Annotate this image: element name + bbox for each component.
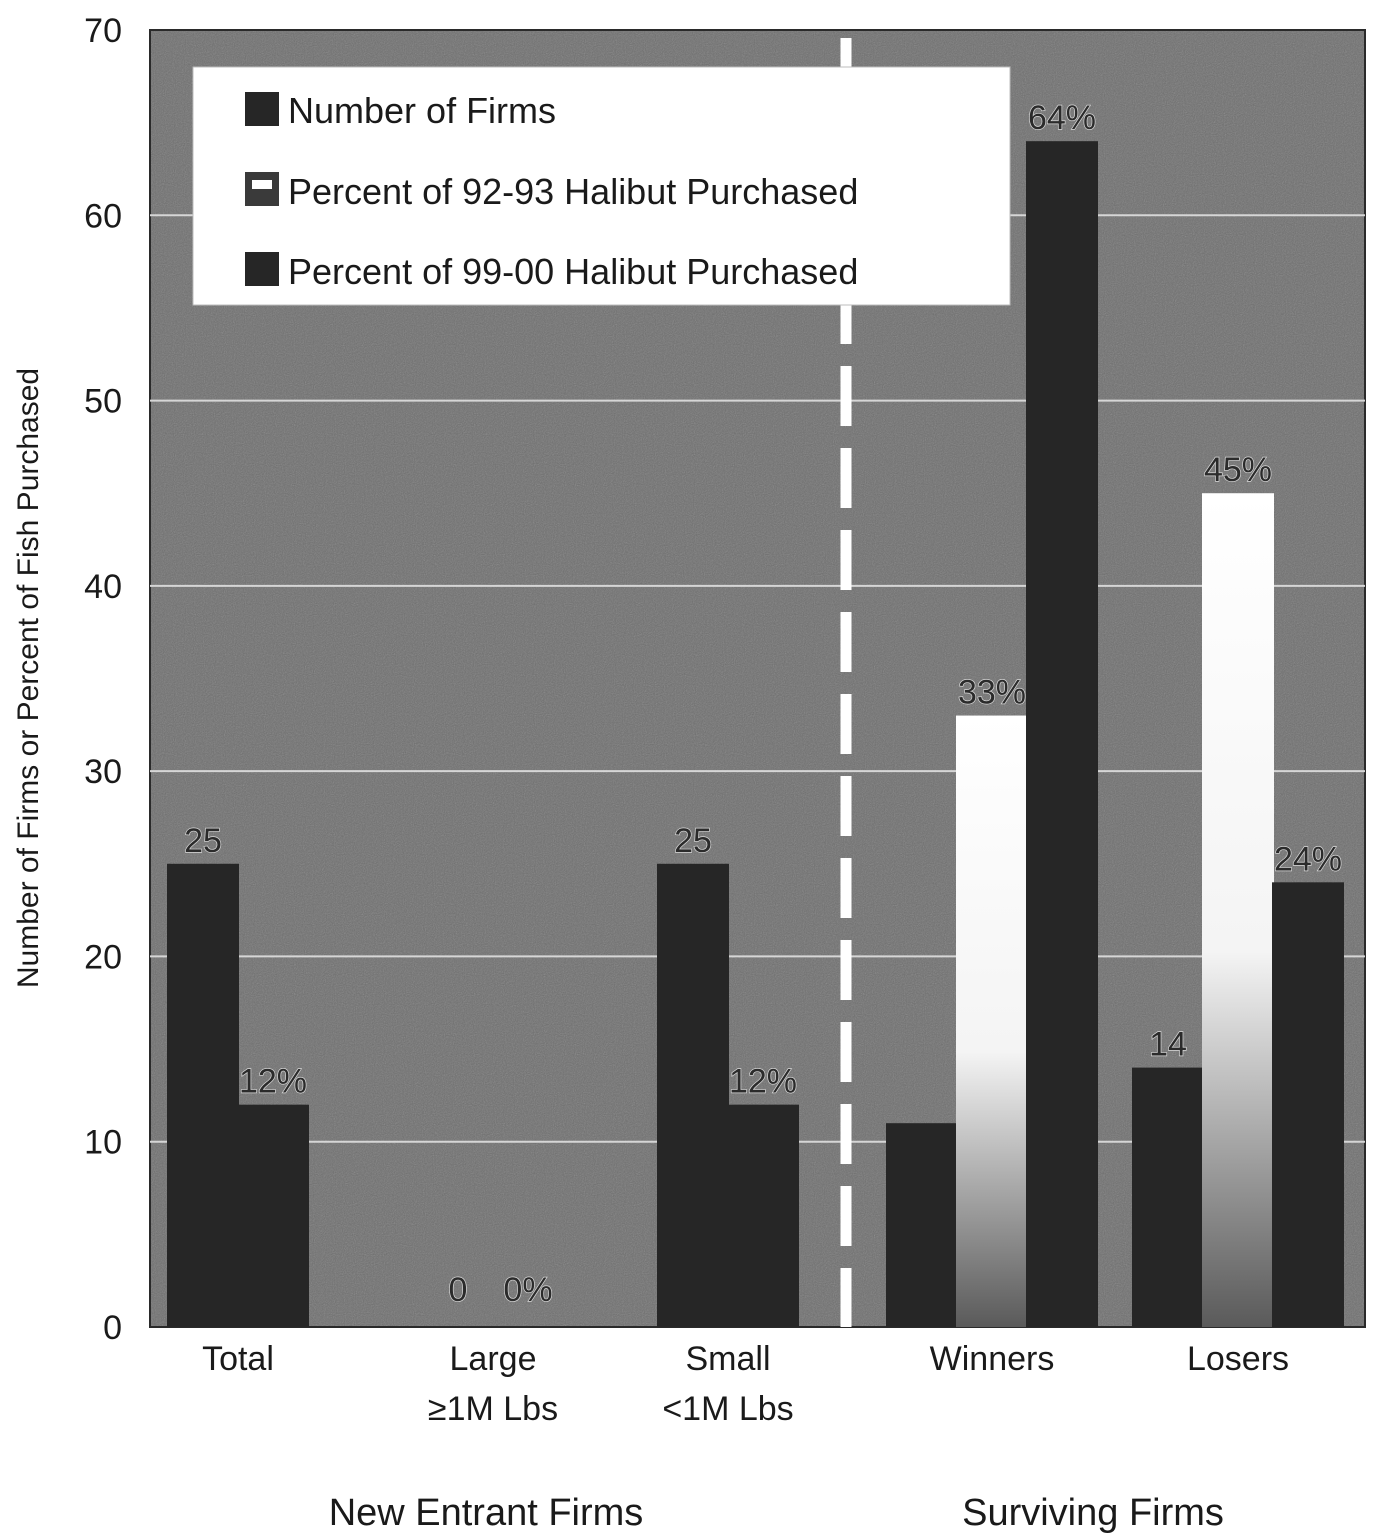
data-label-losers-percent-of-99-00-halibut-purchased: 24% — [1274, 840, 1342, 878]
group-labels: New Entrant Firms Surviving Firms — [329, 1492, 1224, 1534]
data-label-large-percent-of-99-00-halibut-purchased: 0% — [503, 1271, 552, 1309]
x-category-small-sub: <1M Lbs — [662, 1390, 793, 1428]
y-tick-label-0: 0 — [103, 1309, 122, 1347]
group-label-surviving-firms: Surviving Firms — [962, 1492, 1224, 1534]
y-tick-label-10: 10 — [84, 1124, 122, 1162]
legend-label-percent-92-93: Percent of 92-93 Halibut Purchased — [288, 171, 858, 212]
x-category-total: Total — [202, 1340, 274, 1378]
group-label-new-entrant-firms: New Entrant Firms — [329, 1492, 644, 1534]
bar-winners-percent-of-92-93-halibut-purchased — [956, 715, 1028, 1327]
bar-total-percent-of-99-00-halibut-purchased — [237, 1104, 309, 1327]
y-tick-label-20: 20 — [84, 938, 122, 976]
bar-winners-number-of-firms — [886, 1123, 958, 1327]
bar-winners-percent-of-99-00-halibut-purchased — [1026, 141, 1098, 1328]
y-axis-label: Number of Firms or Percent of Fish Purch… — [12, 368, 45, 988]
y-axis-ticks: 0 10 20 30 40 50 60 70 — [84, 12, 122, 1347]
legend: Number of Firms Percent of 92-93 Halibut… — [192, 66, 1011, 306]
y-tick-label-40: 40 — [84, 568, 122, 606]
data-label-small-percent-of-99-00-halibut-purchased: 12% — [729, 1063, 797, 1101]
bar-losers-number-of-firms — [1132, 1067, 1204, 1327]
data-labels: 25 12% 0 0% 25 12% 33% 64% 14 45% 24% — [183, 98, 1342, 1309]
x-category-winners: Winners — [930, 1340, 1055, 1378]
bars — [167, 141, 1344, 1328]
data-label-winners-percent-of-99-00-halibut-purchased: 64% — [1028, 99, 1096, 137]
data-label-winners-percent-of-92-93-halibut-purchased: 33% — [958, 674, 1026, 712]
x-category-large-sub: ≥1M Lbs — [428, 1390, 558, 1428]
y-tick-label-30: 30 — [84, 753, 122, 791]
y-tick-label-60: 60 — [84, 197, 122, 235]
bar-losers-percent-of-92-93-halibut-purchased — [1202, 493, 1274, 1327]
legend-label-percent-99-00: Percent of 99-00 Halibut Purchased — [288, 251, 858, 292]
data-label-total-percent-of-99-00-halibut-purchased: 12% — [239, 1063, 307, 1101]
bar-small-number-of-firms — [657, 863, 729, 1327]
x-axis-categories: Total Large ≥1M Lbs Small <1M Lbs Winners Lose… — [202, 1340, 1289, 1428]
legend-swatch-percent-99-00 — [245, 252, 279, 286]
legend-label-number-of-firms: Number of Firms — [288, 90, 556, 131]
bar-losers-percent-of-99-00-halibut-purchased — [1272, 882, 1344, 1327]
legend-swatch-number-of-firms — [245, 92, 279, 126]
data-label-total-number-of-firms: 25 — [184, 822, 222, 860]
data-label-losers-number-of-firms: 14 — [1149, 1026, 1187, 1064]
legend-box — [192, 66, 1011, 306]
x-category-large: Large — [450, 1340, 537, 1378]
x-category-losers: Losers — [1187, 1340, 1289, 1378]
data-label-small-number-of-firms: 25 — [674, 822, 712, 860]
legend-item-percent-99-00: Percent of 99-00 Halibut Purchased — [245, 251, 858, 292]
x-category-small: Small — [685, 1340, 770, 1378]
y-tick-label-50: 50 — [84, 383, 122, 421]
legend-item-number-of-firms: Number of Firms — [245, 90, 556, 131]
data-label-losers-percent-of-92-93-halibut-purchased: 45% — [1204, 451, 1272, 489]
y-tick-label-70: 70 — [84, 12, 122, 50]
legend-item-percent-92-93: Percent of 92-93 Halibut Purchased — [245, 171, 858, 212]
legend-swatch-percent-92-93-highlight — [252, 180, 272, 189]
bar-total-number-of-firms — [167, 863, 239, 1327]
bar-small-percent-of-99-00-halibut-purchased — [727, 1104, 799, 1327]
data-label-large-number-of-firms: 0 — [449, 1271, 468, 1309]
